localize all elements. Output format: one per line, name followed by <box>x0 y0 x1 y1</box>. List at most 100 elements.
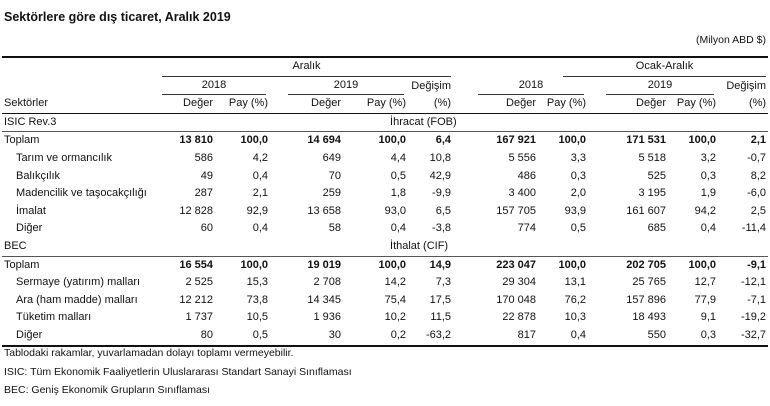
sector-label: Balıkçılık <box>16 169 61 182</box>
change-label: Değişim <box>411 79 452 92</box>
cell-value: 14 694 <box>307 134 341 147</box>
cell-value: 92,9 <box>246 204 268 217</box>
cell-value: 100,0 <box>240 134 268 147</box>
cell-value: 22 878 <box>502 311 537 324</box>
cell-value: 10,5 <box>246 311 268 324</box>
year-2018-aralik: 2018 <box>162 77 266 96</box>
year-2019-ocak: 2019 <box>606 77 715 96</box>
cell-value: 1 737 <box>185 311 213 324</box>
share-header: Pay (%) <box>215 95 270 114</box>
cell-value: -32,7 <box>718 326 769 347</box>
value-header: Değer <box>270 95 343 114</box>
cell-value: 774 <box>517 222 537 235</box>
cell-value: 75,4 <box>384 293 406 306</box>
cell-value: 157 896 <box>626 293 667 306</box>
cell-value: 15,3 <box>246 276 268 289</box>
cell-value: 100,0 <box>378 258 406 271</box>
table-row: Ara (ham madde) malları 12 212 73,8 14 345 7… <box>2 292 768 310</box>
cell-value: 100,0 <box>558 258 587 271</box>
cell-value: 6,5 <box>435 204 452 217</box>
cell-value: 259 <box>322 187 341 200</box>
cell-value: 100,0 <box>688 258 717 271</box>
cell-value: 100,0 <box>558 134 587 147</box>
table-row: İmalat 12 828 92,9 13 658 93,0 6,5 157 705 93,9… <box>2 203 768 221</box>
table-row: Diğer 80 0,5 30 0,2 -63,2 817 0,4 550 0,3 -32,7 <box>2 326 769 347</box>
table-body: ISIC Rev.3 İhracat (FOB) Toplam 13 810 100,0… <box>2 113 769 347</box>
footnote: Tablodaki rakamlar, yuvarlamadan dolayı … <box>4 347 294 359</box>
cell-value: 12 828 <box>179 204 213 217</box>
sector-label: Ara (ham madde) malları <box>16 293 138 306</box>
cell-value: 29 304 <box>502 276 537 289</box>
table-row: Tarım ve ormancılık 586 4,2 649 4,4 10,8 5 556… <box>2 150 768 168</box>
cell-value: 60 <box>200 222 213 235</box>
value-header: Değer <box>453 95 539 114</box>
cell-value: 1 936 <box>313 311 341 324</box>
cell-value: 49 <box>200 169 213 182</box>
cell-value: 14,2 <box>384 276 406 289</box>
cell-value: 11,5 <box>430 311 452 324</box>
cell-value: 19 019 <box>307 258 341 271</box>
year-2019-aralik: 2019 <box>288 77 404 96</box>
section-name: İhracat (FOB) <box>390 113 706 133</box>
cell-value: 14 345 <box>307 293 341 306</box>
page-title: Sektörlere göre dış ticaret, Aralık 2019 <box>4 10 231 24</box>
table-row: Sermaye (yatırım) malları 2 525 15,3 2 708 1… <box>2 274 768 292</box>
sector-label: Madencilik ve taşocakçılığı <box>16 187 147 200</box>
sector-label: Tarım ve ormancılık <box>16 151 112 164</box>
cell-value: 0,3 <box>700 169 717 182</box>
sector-label: Diğer <box>2 326 160 347</box>
change-label: Değişim <box>726 79 767 92</box>
cell-value: 13,1 <box>564 276 587 289</box>
section-header: ISIC Rev.3 İhracat (FOB) <box>2 113 768 133</box>
footnote: BEC: Geniş Ekonomik Grupların Sınıflamas… <box>4 384 210 396</box>
cell-value: 5 518 <box>638 151 667 164</box>
section-name: İthalat (CIF) <box>390 237 706 257</box>
cell-value: 70 <box>328 169 341 182</box>
cell-value: 170 048 <box>496 293 537 306</box>
cell-value: 58 <box>328 222 341 235</box>
trade-table: Aralık Ocak-Aralık 2018 2019 Değişim 201… <box>2 56 769 347</box>
cell-value: 94,2 <box>694 204 717 217</box>
share-header: Pay (%) <box>668 95 719 114</box>
sector-label: Toplam <box>4 258 40 271</box>
cell-value: 76,2 <box>564 293 587 306</box>
change-unit: (%) <box>408 95 454 114</box>
cell-value: 586 <box>194 151 213 164</box>
cell-value: 73,8 <box>246 293 268 306</box>
cell-value: 10,8 <box>429 151 452 164</box>
cell-value: 0,4 <box>252 222 268 235</box>
cell-value: -9,1 <box>747 258 767 271</box>
section-header: BEC İthalat (CIF) <box>2 237 768 257</box>
classification-code: ISIC Rev.3 <box>2 113 160 133</box>
cell-value: 7,3 <box>435 276 452 289</box>
footnotes: Tablodaki rakamlar, yuvarlamadan dolayı … <box>4 344 352 400</box>
sector-label: Diğer <box>16 222 43 235</box>
cell-value: 0,5 <box>215 326 270 347</box>
cell-value: 42,9 <box>429 169 452 182</box>
cell-value: 18 493 <box>632 311 667 324</box>
cell-value: 77,9 <box>694 293 717 306</box>
cell-value: 4,4 <box>390 151 406 164</box>
cell-value: 25 765 <box>632 276 667 289</box>
cell-value: 2 708 <box>313 276 341 289</box>
sector-label: Tüketim malları <box>16 311 92 324</box>
cell-value: 3,2 <box>700 151 717 164</box>
cell-value: 10,3 <box>564 311 587 324</box>
cell-value: 0,3 <box>668 326 719 347</box>
cell-value: 1,8 <box>390 187 406 200</box>
cell-value: 8,2 <box>750 169 767 182</box>
share-header: Pay (%) <box>538 95 589 114</box>
cell-value: 685 <box>647 222 667 235</box>
table-row: Tüketim malları 1 737 10,5 1 936 10,2 11,5 22 … <box>2 309 768 327</box>
cell-value: 817 <box>453 326 539 347</box>
cell-value: 93,9 <box>564 204 587 217</box>
cell-value: -0,7 <box>747 151 767 164</box>
cell-value: 0,5 <box>390 169 406 182</box>
cell-value: 0,4 <box>700 222 717 235</box>
cell-value: 1,9 <box>700 187 717 200</box>
cell-value: 12 212 <box>179 293 213 306</box>
cell-value: 2,5 <box>750 204 767 217</box>
cell-value: 2 525 <box>185 276 213 289</box>
sector-label: İmalat <box>16 204 46 217</box>
cell-value: 100,0 <box>378 134 406 147</box>
